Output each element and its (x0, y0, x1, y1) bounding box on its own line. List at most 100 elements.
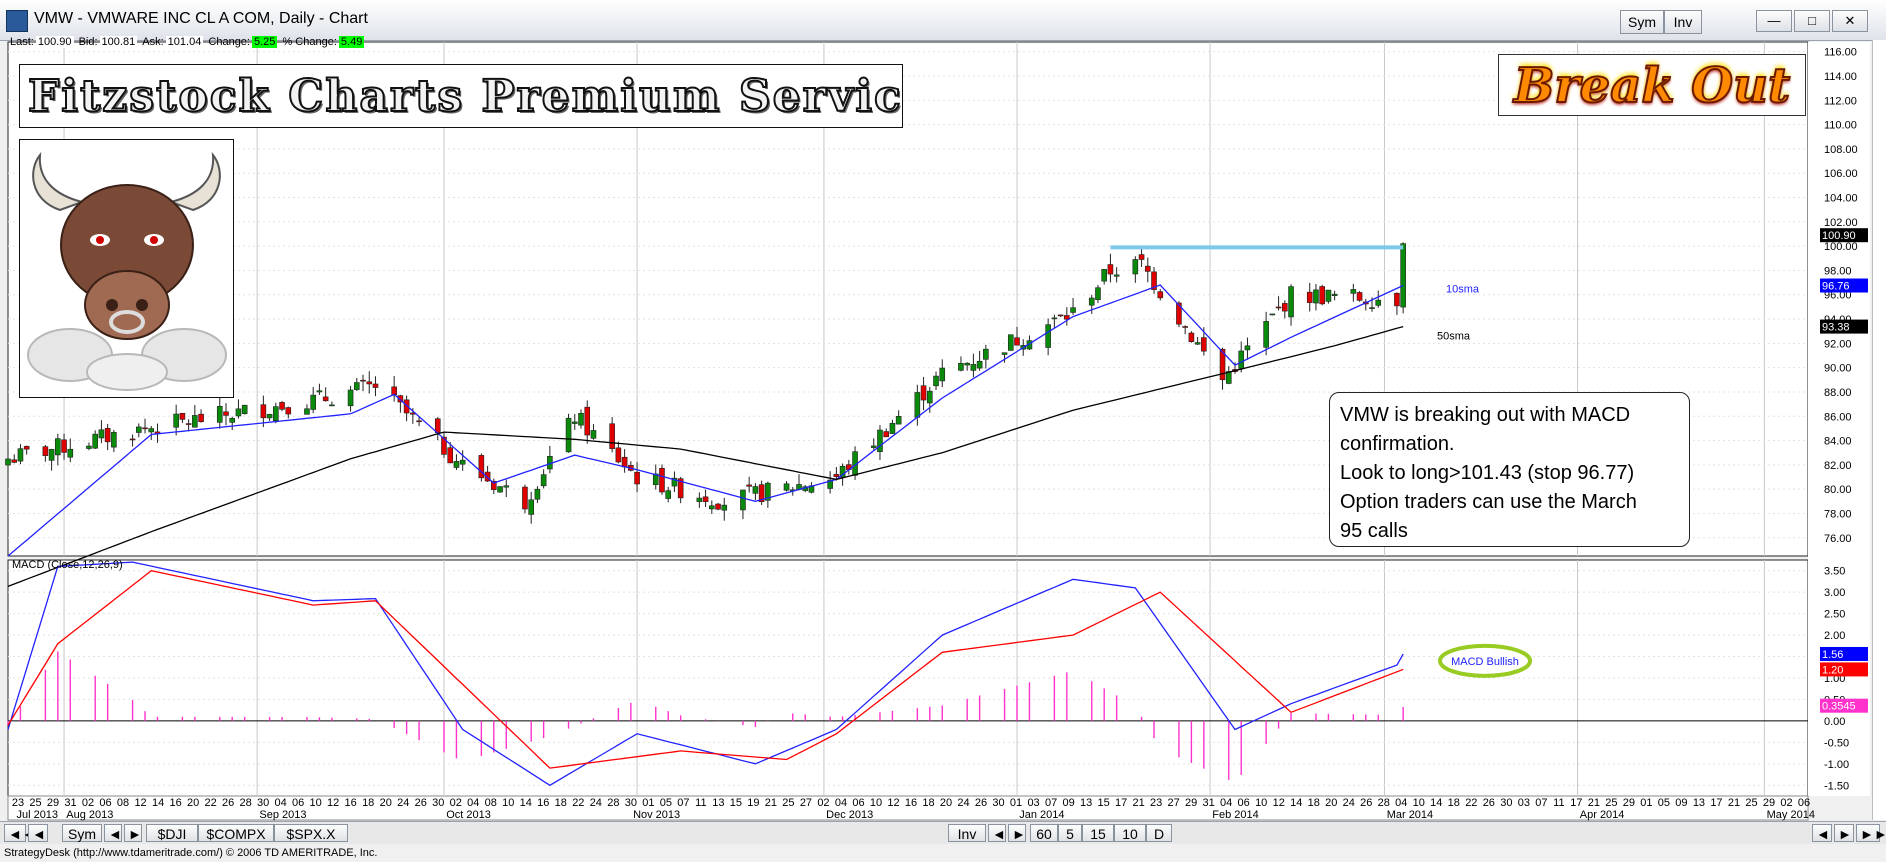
candle-body (11, 459, 18, 463)
x-day-label: 22 (1465, 797, 1477, 809)
candle-body (1400, 243, 1406, 308)
candle-body (1014, 337, 1020, 346)
x-day-label: 26 (1483, 797, 1495, 809)
symbol-tab-compx[interactable]: $COMPX (198, 824, 274, 842)
candle-body (926, 390, 933, 404)
ask-value: 101.04 (165, 36, 204, 48)
period-next-button[interactable]: ► (1008, 824, 1026, 842)
inv-tab-button[interactable]: Inv (948, 824, 986, 842)
last-value: 100.90 (35, 36, 74, 48)
period-tab-15[interactable]: 15 (1082, 824, 1114, 842)
candle-body (615, 447, 622, 463)
candle-body (534, 488, 541, 500)
x-day-label: 02 (1780, 797, 1792, 809)
x-day-label: 18 (555, 797, 567, 809)
status-bar: StrategyDesk (http://www.tdameritrade.co… (0, 845, 1886, 862)
candle-body (740, 489, 746, 511)
candle-body (92, 433, 98, 449)
candle-body (5, 458, 11, 466)
symbol-prev-button[interactable]: ◄ (104, 824, 122, 842)
candle-body (1107, 264, 1114, 275)
sym-button[interactable]: Sym (1620, 10, 1664, 34)
x-day-label: 20 (940, 797, 952, 809)
x-day-label: 25 (29, 797, 41, 809)
candle-body (48, 449, 55, 461)
candle-body (528, 499, 534, 515)
x-day-label: 12 (327, 797, 339, 809)
candle-body (1331, 293, 1338, 296)
x-day-label: 01 (1640, 797, 1652, 809)
pct-change-value: 5.49 (338, 36, 365, 48)
macd-tick-label: 3.50 (1824, 566, 1845, 578)
annotation-line: VMW is breaking out with MACD (1340, 404, 1631, 426)
candle-body (933, 375, 939, 387)
candle-body (148, 428, 155, 433)
price-tag-bg (1820, 319, 1868, 334)
sma50-label: 50sma (1437, 331, 1471, 343)
candle-body (1375, 299, 1382, 306)
x-month-label: May 2014 (1767, 809, 1815, 821)
x-day-label: 02 (82, 797, 94, 809)
period-tab-60[interactable]: 60 (1030, 824, 1058, 842)
candle-body (1306, 291, 1313, 303)
candle-body (1319, 286, 1325, 305)
app-icon (6, 10, 28, 32)
symbol-next-button[interactable]: ► (124, 824, 142, 842)
symbol-tab-dji[interactable]: $DJI (146, 824, 198, 842)
scroll-left-button[interactable]: ◄ (28, 824, 48, 842)
period-tab-5[interactable]: 5 (1058, 824, 1082, 842)
candle-body (235, 408, 242, 417)
x-day-label: 04 (467, 797, 479, 809)
x-day-label: 29 (1763, 797, 1775, 809)
price-tag-label: 100.90 (1822, 230, 1856, 242)
period-prev-button[interactable]: ◄ (988, 824, 1006, 842)
macd-title: MACD (Close,12,26,9) (12, 559, 123, 571)
inv-button[interactable]: Inv (1664, 10, 1702, 34)
scroll-first-button[interactable]: ◄◄ (4, 824, 36, 842)
x-day-label: 02 (450, 797, 462, 809)
candle-body (939, 367, 946, 382)
candle-body (1201, 337, 1207, 352)
scroll-back-button[interactable]: ◄ (1812, 824, 1832, 842)
candle-body (976, 360, 983, 369)
sym-tab-button[interactable]: Sym (62, 824, 102, 842)
price-tick-label: 108.00 (1824, 144, 1858, 156)
close-button[interactable]: ✕ (1832, 10, 1868, 32)
x-day-label: 05 (1658, 797, 1670, 809)
candle-body (1194, 342, 1201, 345)
scroll-right-button[interactable]: ► (1834, 824, 1854, 842)
x-day-label: 03 (1518, 797, 1530, 809)
price-tag-bg (1820, 228, 1868, 243)
x-day-label: 26 (415, 797, 427, 809)
x-month-label: Apr 2014 (1580, 809, 1625, 821)
price-tick-label: 90.00 (1824, 363, 1852, 375)
macd-tag-bg (1820, 698, 1868, 713)
candle-body (970, 364, 977, 371)
candle-body (571, 421, 578, 424)
scroll-last-button[interactable]: ►► (1856, 824, 1886, 842)
macd-tick-label: 2.50 (1824, 609, 1845, 621)
x-day-label: 24 (957, 797, 969, 809)
annotation-line: confirmation. (1340, 433, 1455, 455)
candle-body (266, 414, 273, 419)
x-day-label: 21 (1133, 797, 1145, 809)
candle-body (877, 429, 883, 452)
x-day-label: 04 (1220, 797, 1232, 809)
candle-body (329, 404, 335, 407)
period-tab-daily[interactable]: D (1146, 824, 1172, 842)
macd-tag-label: 0.3545 (1822, 701, 1856, 713)
candle-body (86, 445, 92, 449)
candle-body (453, 461, 460, 468)
candle-body (1219, 348, 1226, 381)
x-day-label: 25 (1605, 797, 1617, 809)
symbol-tab-spx[interactable]: $SPX.X (274, 824, 348, 842)
maximize-button[interactable]: □ (1794, 10, 1830, 32)
macd-tick-label: 2.00 (1824, 630, 1845, 642)
minimize-button[interactable]: — (1756, 10, 1792, 32)
candle-body (391, 386, 397, 396)
period-tab-10[interactable]: 10 (1114, 824, 1146, 842)
price-tick-label: 116.00 (1824, 47, 1857, 59)
candle-body (416, 420, 422, 423)
candle-body (322, 396, 329, 402)
candle-body (229, 418, 236, 423)
